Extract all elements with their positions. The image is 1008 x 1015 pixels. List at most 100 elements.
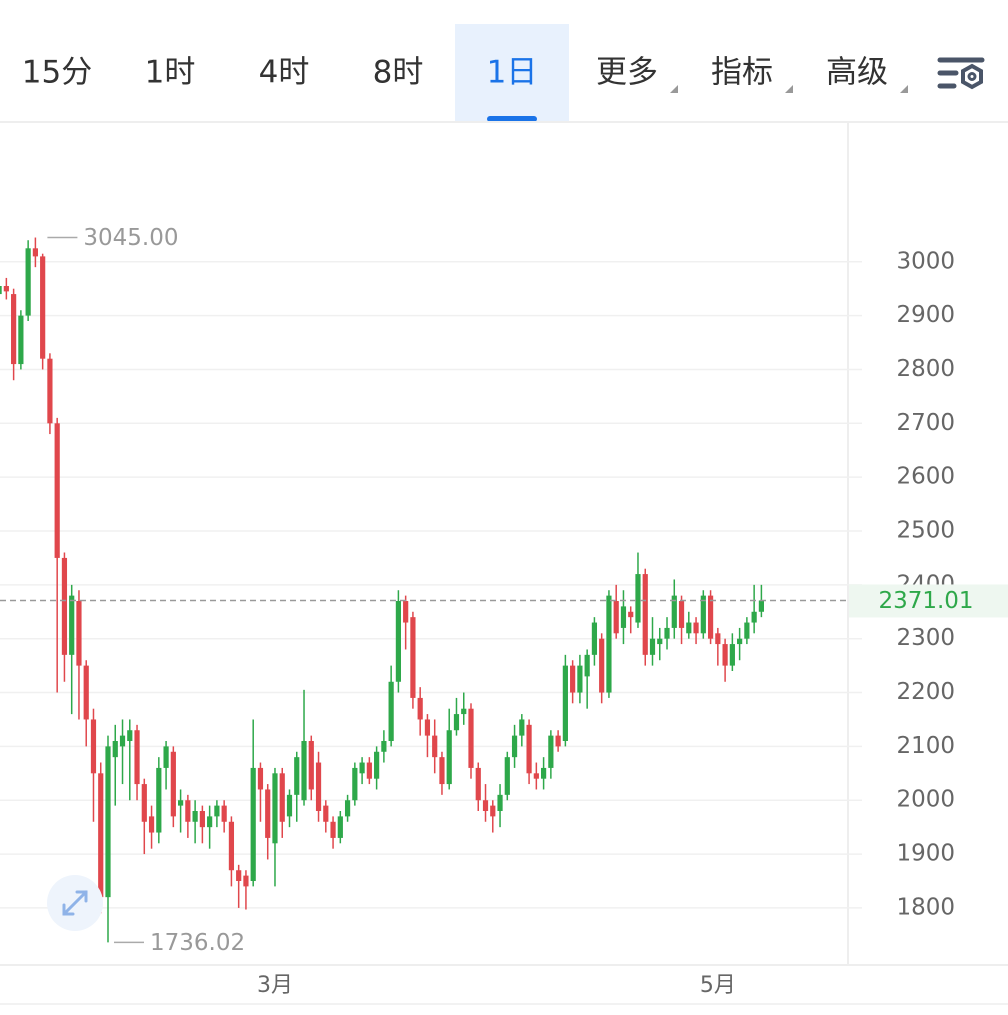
candle [570,660,576,704]
icon-hex [961,63,983,90]
candle-body [511,735,518,758]
tab[interactable]: 更多 [596,55,678,94]
candle-body [519,719,525,736]
candle [156,757,162,844]
candle-body [359,762,365,774]
candle [548,730,554,779]
candle-body [555,735,561,747]
expand-arrow [62,903,75,916]
candle [83,660,89,747]
candle-body [199,811,205,828]
candle-body [98,773,104,898]
candle [323,800,329,833]
candle [642,568,648,666]
candle-body [265,789,271,838]
candle-body [323,805,329,822]
candle [54,417,60,693]
y-tick-label: 1800 [896,894,955,920]
candle [76,590,82,720]
candle [25,240,31,321]
tab-label: 1日 [487,55,538,91]
candle-body [410,617,416,698]
candle-body [207,816,213,828]
candle-body [678,601,685,628]
candle-body [54,423,60,558]
tab[interactable]: 指标 [711,55,793,94]
candle [0,286,2,295]
expand-line [62,890,88,916]
toolbar: 15分 1时 4时 8时 1日 更多 指标 高级 [22,24,908,122]
candle-body [243,875,249,887]
candle [555,730,561,752]
candle [395,590,401,693]
candle [453,697,460,736]
candle-body [497,794,503,811]
candle-body [693,622,699,634]
last-price-label: 2371.01 [878,588,973,614]
candle [366,757,372,785]
candle [381,730,387,763]
candle-body [156,767,162,833]
candle [533,762,539,790]
candle [163,741,169,790]
candle-body [707,595,714,639]
candle [562,654,568,747]
candle [119,719,126,785]
candle [148,805,155,849]
candle [490,800,496,833]
candle-body [533,773,539,779]
candle [461,692,467,725]
candle [134,724,140,801]
tab[interactable]: 8时 [373,55,424,91]
candle [127,719,133,801]
candle-body [250,767,256,881]
expand-button[interactable] [47,875,103,931]
candle-body [25,248,31,316]
candle-body [134,730,140,785]
candle [737,627,743,661]
candle-body [148,816,155,833]
low-marker-label: 1736.02 [150,930,245,956]
candle [439,751,445,795]
candle [374,746,380,790]
tab-active-indicator [487,116,537,122]
last-price-box [849,584,1008,618]
candle [649,617,656,666]
candle-body [446,730,452,785]
y-tick-label: 2200 [896,679,955,705]
y-tick-label: 2100 [896,733,955,759]
tab[interactable]: 15分 [22,55,92,91]
candle-body [570,665,576,693]
candle-body [548,735,554,768]
candle-body [395,601,401,682]
settings-icon[interactable] [937,57,985,90]
candle-body [686,622,692,634]
tab[interactable]: 高级 [826,55,908,94]
candle-body [163,746,169,768]
grid: 1800190020002100220023002400250026002700… [0,248,955,998]
candle-body [279,773,285,822]
candle [90,708,97,822]
tab[interactable]: 1日 [455,24,569,122]
candle [47,353,53,435]
candle [628,606,634,634]
tab[interactable]: 4时 [259,55,310,91]
candle-body [374,751,380,779]
tab[interactable]: 1时 [145,55,196,91]
candle [40,253,46,370]
candle [417,687,423,736]
candle [519,714,525,747]
candle-body [490,805,496,817]
candle [497,784,503,828]
candle [352,762,358,806]
candle-body [417,697,423,720]
candle-body [119,735,126,747]
y-tick-label: 2700 [896,410,955,436]
candle-body [112,741,118,758]
candle [504,751,510,801]
candle-body [141,784,147,822]
candle-body [83,665,89,720]
candle-body [504,757,510,795]
candle-body [628,611,634,618]
candle [729,633,735,671]
